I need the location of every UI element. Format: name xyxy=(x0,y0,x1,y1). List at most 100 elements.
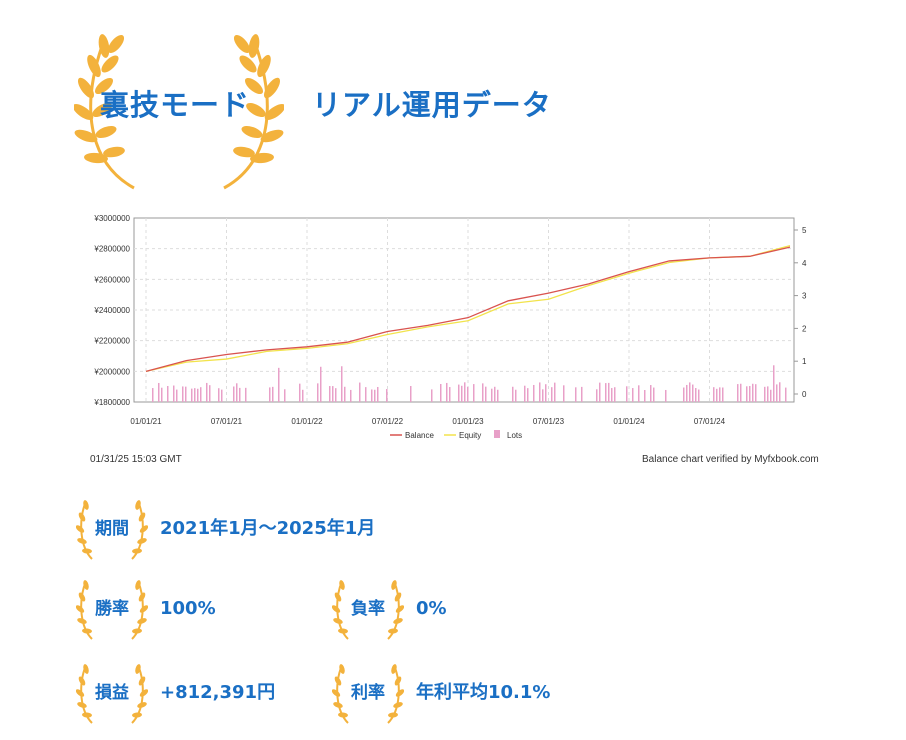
lots-bar xyxy=(350,389,352,402)
small-laurel-icon xyxy=(76,500,148,560)
lots-bar xyxy=(749,386,751,402)
lots-bar xyxy=(485,386,487,402)
lots-bar xyxy=(698,389,700,402)
lots-bar xyxy=(554,382,556,402)
lots-bar xyxy=(683,387,685,402)
lots-bar xyxy=(371,389,373,402)
lots-bar xyxy=(740,383,742,402)
lots-bar xyxy=(512,386,514,402)
lots-bar xyxy=(359,382,361,402)
lots-bar xyxy=(332,386,334,402)
lots-bar xyxy=(167,386,169,402)
legend-swatch xyxy=(494,430,500,438)
lots-bar xyxy=(173,385,175,402)
lots-bar xyxy=(185,386,187,402)
lots-bar xyxy=(692,384,694,402)
y2-tick-label: 1 xyxy=(802,357,807,366)
lots-bar xyxy=(767,386,769,402)
legend-label: Equity xyxy=(459,431,481,440)
lots-bar xyxy=(482,383,484,402)
lots-bar xyxy=(329,386,331,402)
lots-bar xyxy=(773,365,775,402)
lots-bar xyxy=(563,385,565,402)
stat-value: 2021年1月〜2025年1月 xyxy=(160,518,376,539)
lots-bar xyxy=(302,389,304,402)
lots-bar xyxy=(542,389,544,402)
lots-bar xyxy=(650,385,652,402)
stat-label: 勝率 xyxy=(95,599,129,619)
lots-bar xyxy=(152,388,154,402)
y-tick-label: ¥2200000 xyxy=(93,337,130,346)
lots-bar xyxy=(575,387,577,402)
lots-bar xyxy=(218,388,220,402)
lots-bar xyxy=(605,383,607,402)
lots-bar xyxy=(206,382,208,402)
stat-value: 年利平均10.1% xyxy=(416,682,551,703)
y-tick-label: ¥1800000 xyxy=(93,398,130,407)
y-tick-label: ¥2600000 xyxy=(93,275,130,284)
lots-bar xyxy=(209,385,211,402)
stat-period: 期間 2021年1月〜2025年1月 xyxy=(76,497,476,561)
laurel-wreath-icon xyxy=(72,26,286,192)
y2-tick-label: 2 xyxy=(802,324,807,333)
lots-bar xyxy=(599,382,601,402)
lots-bar xyxy=(527,388,529,402)
lots-bar xyxy=(374,389,376,402)
stat-profit: 損益 +812,391円 xyxy=(76,661,316,725)
brand-title: 裏技モード xyxy=(100,88,251,122)
x-tick-label: 07/01/22 xyxy=(372,417,404,426)
lots-bar xyxy=(776,384,778,402)
lots-bar xyxy=(278,367,280,402)
lots-bar xyxy=(524,385,526,402)
lots-bar xyxy=(614,387,616,402)
lots-bar xyxy=(176,389,178,402)
stat-value: +812,391円 xyxy=(160,682,276,703)
y-tick-label: ¥2800000 xyxy=(93,245,130,254)
stat-label: 損益 xyxy=(95,683,129,703)
lots-bar xyxy=(686,384,688,402)
y2-tick-label: 0 xyxy=(802,390,807,399)
lots-bar xyxy=(737,384,739,402)
lots-bar xyxy=(464,382,466,402)
small-laurel-icon xyxy=(332,664,404,724)
balance-chart: ¥1800000 ¥2000000 ¥2200000 ¥2400000 ¥2600000… xyxy=(84,210,824,472)
lots-bar xyxy=(695,388,697,402)
small-laurel-icon xyxy=(76,664,148,724)
lots-bar xyxy=(461,385,463,402)
lots-bar xyxy=(386,389,388,402)
lots-bar xyxy=(494,386,496,402)
lots-bar xyxy=(269,387,271,402)
lots-bar xyxy=(626,386,628,402)
lots-bar xyxy=(779,382,781,402)
legend-label: Lots xyxy=(507,431,522,440)
lots-bar xyxy=(344,386,346,402)
lots-bar xyxy=(194,388,196,402)
y-tick-label: ¥2000000 xyxy=(93,367,130,376)
legend-label: Balance xyxy=(405,431,434,440)
lots-bar xyxy=(446,382,448,402)
equity-line xyxy=(145,244,791,372)
small-laurel-icon xyxy=(76,580,148,640)
lots-bar xyxy=(197,388,199,402)
lots-bar xyxy=(449,387,451,402)
lots-bar xyxy=(551,387,553,402)
lots-bar xyxy=(239,387,241,402)
lots-bar xyxy=(785,387,787,402)
lots-bar xyxy=(233,386,235,402)
lots-bar xyxy=(611,388,613,402)
lots-bar xyxy=(458,384,460,402)
chart-verified-note: Balance chart verified by Myfxbook.com xyxy=(642,454,819,465)
y-tick-label: ¥3000000 xyxy=(93,214,130,223)
lots-bar xyxy=(638,385,640,402)
lots-bar xyxy=(491,388,493,402)
balance-line xyxy=(145,246,791,372)
lots-bar xyxy=(533,384,535,402)
lots-bar xyxy=(365,387,367,402)
x-tick-label: 07/01/21 xyxy=(211,417,243,426)
lots-bar xyxy=(755,384,757,402)
y-tick-label: ¥2400000 xyxy=(93,306,130,315)
lots-bar xyxy=(245,387,247,402)
lots-bar xyxy=(410,386,412,402)
lots-bar xyxy=(596,389,598,402)
lots-bar xyxy=(335,388,337,402)
